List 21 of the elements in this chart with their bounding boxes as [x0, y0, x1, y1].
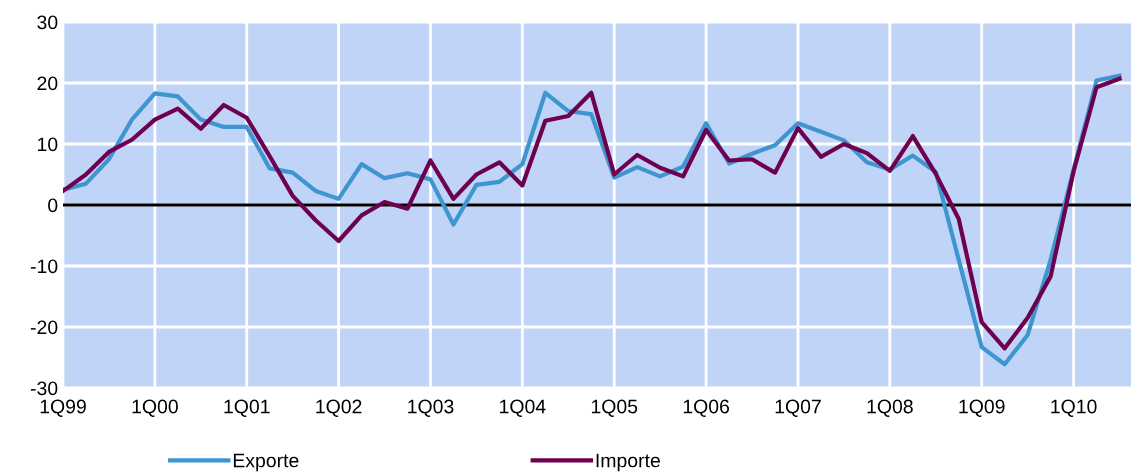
x-tick-label: 1Q00	[132, 399, 178, 417]
y-tick-label: -20	[30, 320, 58, 335]
y-tick-label: 10	[38, 137, 58, 152]
x-tick-label: 1Q07	[775, 399, 821, 417]
x-tick-label: 1Q05	[591, 399, 638, 417]
x-tick-label: 1Q99	[40, 399, 86, 417]
x-tick-label: 1Q10	[1051, 399, 1097, 417]
x-tick-label: 1Q02	[316, 399, 362, 417]
y-tick-label: -30	[30, 381, 58, 396]
x-tick-label: 1Q08	[867, 399, 913, 417]
y-tick-label: 20	[37, 76, 58, 91]
x-tick-label: 1Q03	[408, 399, 454, 417]
y-tick-label: 0	[48, 198, 58, 213]
legend-label: Importe	[596, 453, 660, 472]
y-tick-label: -10	[30, 259, 58, 274]
x-tick-label: 1Q06	[683, 399, 730, 417]
x-tick-label: 1Q04	[500, 399, 546, 417]
x-tick-label: 1Q01	[224, 399, 270, 417]
legend-label: Exporte	[233, 453, 299, 472]
y-tick-label: 30	[37, 15, 58, 30]
x-tick-label: 1Q09	[959, 399, 1005, 417]
